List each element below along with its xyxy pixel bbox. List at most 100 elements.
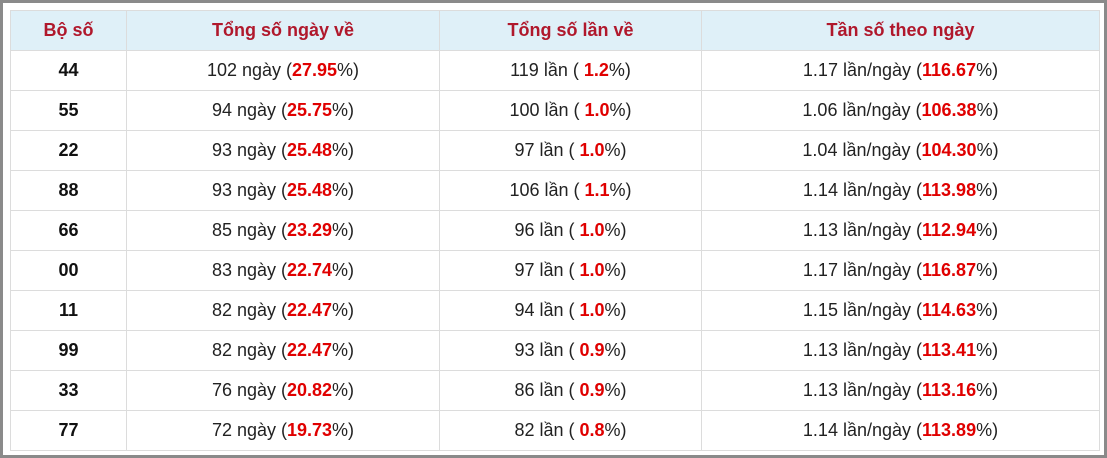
cell-text: %) [976, 220, 999, 240]
stat-cell: 100 lần ( 1.0%) [439, 90, 702, 131]
stat-cell: 106 lần ( 1.1%) [439, 170, 702, 211]
cell-text: %) [332, 340, 355, 360]
cell-text: 83 ngày ( [211, 260, 287, 280]
stat-cell: 93 lần ( 0.9%) [439, 330, 702, 371]
table-row: 88 93 ngày (25.48%) 106 lần ( 1.1%) 1.14 lầ… [10, 170, 1100, 211]
cell-text: 72 ngày ( [211, 420, 287, 440]
cell-text: 1.17 lần/ngày ( [802, 60, 923, 80]
percent-value: 113.41 [922, 340, 977, 360]
stat-cell: 1.04 lần/ngày (104.30%) [701, 130, 1100, 171]
stat-cell: 72 ngày (19.73%) [126, 410, 440, 451]
cell-text: %) [609, 100, 632, 120]
code-cell: 44 [10, 50, 127, 91]
percent-value: 113.98 [922, 180, 977, 200]
cell-text: %) [604, 420, 627, 440]
percent-value: 112.94 [922, 220, 977, 240]
table-row: 22 93 ngày (25.48%) 97 lần ( 1.0%) 1.04 lần… [10, 130, 1100, 171]
stat-cell: 1.13 lần/ngày (113.41%) [701, 330, 1100, 371]
percent-value: 27.95 [292, 60, 338, 80]
percent-value: 0.9 [579, 380, 605, 400]
table-row: 44 102 ngày (27.95%) 119 lần ( 1.2%) 1.17 l… [10, 50, 1100, 91]
cell-text: %) [976, 180, 999, 200]
cell-text: 93 ngày ( [211, 140, 287, 160]
percent-value: 1.0 [579, 140, 605, 160]
cell-text: %) [604, 340, 627, 360]
cell-text: %) [609, 180, 632, 200]
cell-text: 1.15 lần/ngày ( [802, 300, 923, 320]
cell-text: %) [332, 140, 355, 160]
cell-text: 94 lần ( [514, 300, 580, 320]
header-cell: Tổng số lần về [439, 10, 702, 51]
cell-text: 1.04 lần/ngày ( [802, 140, 922, 160]
stat-cell: 1.13 lần/ngày (113.16%) [701, 370, 1100, 411]
cell-text: 1.13 lần/ngày ( [802, 340, 923, 360]
cell-text: %) [608, 60, 631, 80]
code-cell: 88 [10, 170, 127, 211]
percent-value: 22.47 [287, 300, 333, 320]
cell-text: 1.14 lần/ngày ( [802, 420, 923, 440]
stat-cell: 82 ngày (22.47%) [126, 290, 440, 331]
stat-cell: 94 lần ( 1.0%) [439, 290, 702, 331]
stat-cell: 1.06 lần/ngày (106.38%) [701, 90, 1100, 131]
cell-text: 102 ngày ( [206, 60, 292, 80]
cell-text: %) [337, 60, 360, 80]
stat-cell: 86 lần ( 0.9%) [439, 370, 702, 411]
code-cell: 11 [10, 290, 127, 331]
table-row: 33 76 ngày (20.82%) 86 lần ( 0.9%) 1.13 lần… [10, 370, 1100, 411]
stat-cell: 94 ngày (25.75%) [126, 90, 440, 131]
cell-text: 93 lần ( [514, 340, 580, 360]
stat-cell: 97 lần ( 1.0%) [439, 130, 702, 171]
cell-text: 96 lần ( [514, 220, 580, 240]
table-row: 77 72 ngày (19.73%) 82 lần ( 0.8%) 1.14 lần… [10, 410, 1100, 451]
table-row: 00 83 ngày (22.74%) 97 lần ( 1.0%) 1.17 lần… [10, 250, 1100, 291]
percent-value: 25.48 [287, 140, 333, 160]
cell-text: 1.17 lần/ngày ( [802, 260, 923, 280]
cell-text: 76 ngày ( [211, 380, 287, 400]
cell-text: 93 ngày ( [211, 180, 287, 200]
table-row: 11 82 ngày (22.47%) 94 lần ( 1.0%) 1.15 lần… [10, 290, 1100, 331]
code-cell: 33 [10, 370, 127, 411]
stat-cell: 1.14 lần/ngày (113.89%) [701, 410, 1100, 451]
stat-cell: 83 ngày (22.74%) [126, 250, 440, 291]
percent-value: 113.89 [922, 420, 977, 440]
percent-value: 23.29 [287, 220, 333, 240]
stats-table: Bộ số Tổng số ngày về Tổng số lần về Tần số… [10, 10, 1100, 451]
stat-cell: 102 ngày (27.95%) [126, 50, 440, 91]
code-cell: 66 [10, 210, 127, 251]
stat-cell: 93 ngày (25.48%) [126, 170, 440, 211]
header-cell: Tổng số ngày về [126, 10, 440, 51]
cell-text: %) [332, 300, 355, 320]
cell-text: 82 ngày ( [211, 340, 287, 360]
cell-text: %) [604, 220, 627, 240]
header-cell: Tần số theo ngày [701, 10, 1100, 51]
percent-value: 114.63 [922, 300, 977, 320]
cell-text: 100 lần ( [509, 100, 585, 120]
cell-text: 97 lần ( [514, 260, 580, 280]
percent-value: 25.75 [287, 100, 333, 120]
code-cell: 77 [10, 410, 127, 451]
header-row: Bộ số Tổng số ngày về Tổng số lần về Tần số… [10, 10, 1100, 51]
cell-text: %) [976, 340, 999, 360]
cell-text: %) [332, 380, 355, 400]
cell-text: %) [332, 180, 355, 200]
cell-text: %) [332, 260, 355, 280]
percent-value: 106.38 [921, 100, 977, 120]
cell-text: %) [604, 260, 627, 280]
cell-text: 1.13 lần/ngày ( [802, 220, 923, 240]
cell-text: 82 ngày ( [211, 300, 287, 320]
header-cell: Bộ số [10, 10, 127, 51]
percent-value: 1.0 [579, 220, 605, 240]
percent-value: 1.2 [583, 60, 609, 80]
percent-value: 25.48 [287, 180, 333, 200]
cell-text: 85 ngày ( [211, 220, 287, 240]
code-cell: 00 [10, 250, 127, 291]
percent-value: 1.0 [584, 100, 610, 120]
cell-text: %) [976, 420, 999, 440]
stat-cell: 1.13 lần/ngày (112.94%) [701, 210, 1100, 251]
stat-cell: 97 lần ( 1.0%) [439, 250, 702, 291]
stat-cell: 85 ngày (23.29%) [126, 210, 440, 251]
cell-text: 94 ngày ( [211, 100, 287, 120]
cell-text: %) [332, 220, 355, 240]
stat-cell: 1.15 lần/ngày (114.63%) [701, 290, 1100, 331]
